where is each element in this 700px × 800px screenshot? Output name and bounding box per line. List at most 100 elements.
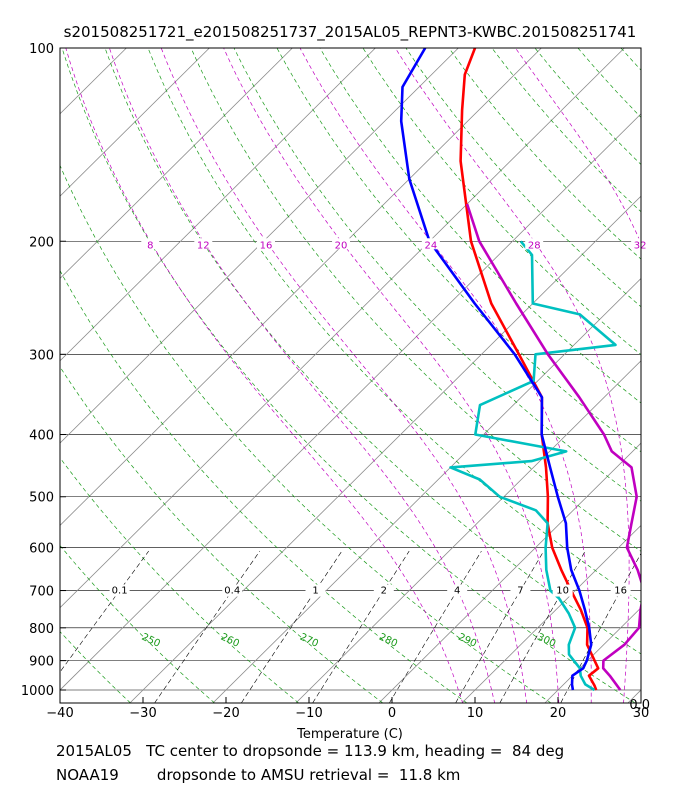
mixing-ratio-line [389, 550, 482, 703]
y-tick-label: 800 [29, 622, 54, 637]
dry-adiabat [276, 48, 641, 453]
moist-label-bg [525, 238, 544, 250]
y-tick-label: 700 [29, 585, 54, 600]
isotherm [60, 48, 625, 609]
mixing-ratio-line [241, 550, 343, 703]
moist-adiabat-label: 32 [634, 240, 647, 251]
mixing-ratio-line [312, 550, 410, 703]
mixing-label-bg [447, 584, 468, 597]
x-tick-label: −40 [46, 706, 73, 721]
isotherm [60, 48, 459, 444]
x-tick-label: −20 [212, 706, 239, 721]
moist-label-bg [631, 238, 650, 250]
mixing-label-bg [552, 584, 573, 597]
y-tick-label: 200 [29, 235, 54, 250]
dry-adiabat [577, 48, 641, 118]
isotherm [60, 48, 542, 526]
dry-adiabat-label: 270 [298, 632, 320, 650]
moist-adiabat-label: 8 [147, 240, 153, 251]
plot-frame [59, 47, 642, 704]
dry-adiabat [60, 164, 552, 703]
y-tick-label: 100 [29, 42, 54, 57]
x-tick-label: 0 [388, 706, 396, 721]
moist-adiabat-label: 12 [197, 240, 210, 251]
mixing-label-bg [610, 584, 631, 597]
dry-adiabat [60, 269, 468, 703]
isotherm [295, 360, 641, 703]
y-tick-label: 500 [29, 491, 54, 506]
series-temperature [459, 48, 600, 691]
mixing-ratio-label: 0.4 [224, 586, 240, 597]
mixing-label-bg [305, 584, 326, 597]
mixing-ratio-line [60, 550, 149, 673]
series-amsu-retrieval [399, 48, 593, 691]
dry-adiabat [60, 631, 131, 703]
dry-adiabat [60, 544, 215, 703]
moist-adiabat [65, 48, 463, 703]
dry-adiabat [60, 457, 299, 703]
isotherm [60, 48, 293, 280]
mixing-ratio-line [560, 552, 641, 703]
isotherm [461, 524, 641, 703]
moist-label-bg [421, 238, 440, 250]
dry-adiabat [233, 48, 641, 502]
axes: −40 −30 −20 −10 0 10 20 30 100 200 300 400 500 600 700… [21, 42, 649, 721]
annotation-amsu-distance: NOAA19 dropsonde to AMSU retrieval = 11.… [56, 766, 461, 784]
dry-adiabat-label: 290 [456, 632, 478, 650]
x-tick-label: 30 [633, 706, 650, 721]
mixing-ratio-label: 4 [454, 586, 460, 597]
dry-adiabat-label: 260 [219, 632, 241, 650]
moist-adiabat-label: 20 [335, 240, 348, 251]
x-tick-label: −30 [129, 706, 156, 721]
y-tick-label: 900 [29, 655, 54, 670]
series-dewpoint [449, 240, 617, 692]
isotherm [60, 113, 641, 691]
moist-adiabat-label: 16 [260, 240, 273, 251]
mixing-label-bg [373, 584, 394, 597]
dry-adiabat [190, 48, 641, 552]
dry-adiabat [61, 48, 636, 703]
mixing-label-bg [222, 584, 243, 597]
corner-value: 0.0 [629, 698, 650, 713]
dry-adiabat [664, 48, 700, 703]
dry-adiabat [448, 48, 641, 260]
dry-adiabat [0, 48, 46, 703]
mixing-ratio-line [455, 550, 544, 703]
moist-label-bg [332, 238, 351, 250]
y-tick-label: 1000 [21, 684, 54, 699]
isotherm [544, 607, 641, 703]
sounding-series [399, 48, 641, 692]
isotherm [0, 48, 43, 703]
dry-adiabat [620, 48, 641, 71]
moist-label-bg [257, 238, 276, 250]
dry-adiabat [147, 48, 641, 603]
y-tick-label: 600 [29, 542, 54, 557]
dry-adiabat [405, 48, 641, 308]
x-tick-label: −10 [295, 706, 322, 721]
moist-label-bg [141, 238, 160, 250]
moist-adiabat [299, 48, 592, 703]
dry-adiabat-label: 250 [140, 632, 162, 650]
mixing-ratio-label: 16 [614, 586, 627, 597]
moist-adiabat-label: 24 [424, 240, 437, 251]
isotherm [60, 48, 210, 197]
mixing-ratio-label: 2 [381, 586, 387, 597]
annotation-distance-heading: 2015AL05 TC center to dropsonde = 113.9 … [56, 742, 565, 760]
background-grid [0, 48, 700, 703]
moist-adiabat-label: 28 [528, 240, 541, 251]
moist-label-bg [194, 238, 213, 250]
moist-adiabat [515, 48, 641, 245]
mixing-ratio-label: 0.1 [112, 586, 128, 597]
dry-adiabat [60, 366, 384, 703]
dry-adiabat [104, 48, 641, 655]
isotherm [212, 277, 641, 703]
dry-adiabat [491, 48, 641, 213]
x-tick-label: 10 [467, 706, 484, 721]
moist-adiabat [160, 48, 528, 703]
isotherm [129, 195, 641, 703]
moist-adiabat [223, 48, 560, 703]
x-tick-label: 20 [550, 706, 567, 721]
mixing-ratio-line [154, 550, 261, 703]
